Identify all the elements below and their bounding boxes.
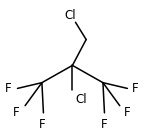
Text: F: F bbox=[101, 118, 108, 131]
Text: Cl: Cl bbox=[75, 93, 87, 106]
Text: F: F bbox=[124, 106, 131, 119]
Text: F: F bbox=[13, 106, 19, 119]
Text: Cl: Cl bbox=[65, 9, 76, 22]
Text: F: F bbox=[39, 118, 45, 131]
Text: F: F bbox=[5, 82, 12, 95]
Text: F: F bbox=[132, 82, 138, 95]
